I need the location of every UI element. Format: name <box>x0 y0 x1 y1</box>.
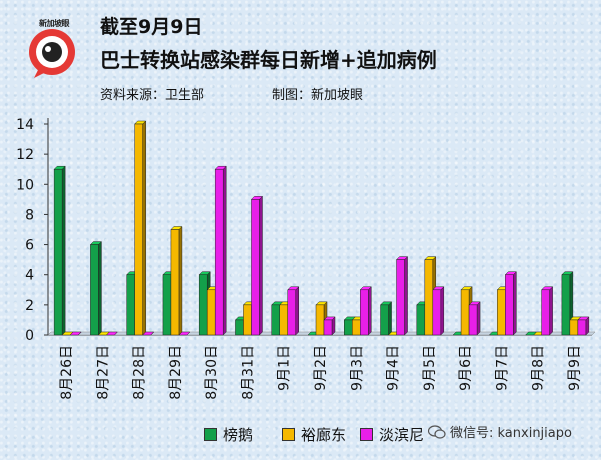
x-tick-label: 9月6日 <box>458 345 474 391</box>
x-tick-label: 9月2日 <box>313 345 329 391</box>
bar <box>432 286 445 336</box>
x-tick-label: 9月8日 <box>531 345 547 391</box>
x-tick-label: 8月31日 <box>240 345 256 400</box>
x-tick-label: 8月28日 <box>132 345 148 400</box>
bar <box>178 331 191 336</box>
bar <box>359 286 372 336</box>
bar <box>170 225 183 336</box>
legend-label-series3: 淡滨尼 <box>379 426 425 444</box>
x-tick-label: 9月5日 <box>422 345 438 391</box>
bar <box>250 195 264 336</box>
logo-text: 新加坡眼 <box>39 19 70 28</box>
legend-item-series3: 淡滨尼 <box>360 424 424 445</box>
bar <box>323 316 336 336</box>
y-tick-label: 6 <box>25 238 34 254</box>
y-tick-label: 4 <box>25 268 34 284</box>
x-tick-label: 9月9日 <box>567 345 583 391</box>
bar <box>53 165 66 336</box>
bar <box>577 316 590 336</box>
y-axis-ticks: 0 2 4 6 8 10 12 14 <box>16 117 48 344</box>
legend-item-series2: 裕廊东 <box>282 424 346 445</box>
y-tick-label: 2 <box>25 298 34 314</box>
x-tick-label: 9月3日 <box>349 345 365 391</box>
bar <box>540 286 554 336</box>
bar <box>504 271 517 336</box>
bar <box>287 286 300 336</box>
legend-label-series2: 裕廊东 <box>301 426 347 444</box>
chart-title-line1: 截至9月9日 <box>100 16 203 38</box>
brand-logo: 新加坡眼 <box>24 19 80 78</box>
bar <box>142 331 155 336</box>
x-tick-label: 8月27日 <box>95 345 111 400</box>
legend-item-series1: 榜鹅 <box>204 424 253 445</box>
wechat-id: 微信号: kanxinjiapo <box>450 426 572 441</box>
chart-bars <box>53 120 590 336</box>
wechat-icon <box>428 425 446 439</box>
legend-swatch-series2 <box>282 428 295 441</box>
data-source: 资料来源：卫生部 <box>100 88 205 103</box>
legend-label-series1: 榜鹅 <box>223 426 254 444</box>
y-tick-label: 12 <box>16 147 34 163</box>
bar <box>214 165 227 336</box>
legend-swatch-series1 <box>204 428 217 441</box>
bar <box>134 120 147 336</box>
chart-title-line2: 巴士转换站感染群每日新增+追加病例 <box>100 48 437 72</box>
x-tick-label: 8月30日 <box>204 345 220 400</box>
legend-swatch-series3 <box>360 428 373 441</box>
x-tick-label: 8月26日 <box>59 345 75 400</box>
y-tick-label: 10 <box>16 177 34 193</box>
x-axis-labels: 8月26日 8月27日 8月28日 8月29日 8月30日 8月31日 9月1日 9月2日 9月… <box>59 345 583 400</box>
bar <box>395 256 409 336</box>
y-tick-label: 8 <box>25 207 34 223</box>
y-tick-label: 0 <box>25 328 34 344</box>
x-tick-label: 8月29日 <box>168 345 184 400</box>
bar <box>89 240 103 336</box>
chart-maker: 制图：新加坡眼 <box>272 88 364 103</box>
bar <box>379 301 393 336</box>
bar <box>468 301 481 336</box>
wechat-watermark: 微信号: kanxinjiapo <box>428 422 572 441</box>
x-tick-label: 9月1日 <box>277 345 293 391</box>
y-tick-label: 14 <box>16 117 34 133</box>
x-tick-label: 9月7日 <box>494 345 510 391</box>
bar <box>105 331 119 336</box>
x-tick-label: 9月4日 <box>386 345 402 391</box>
bar <box>69 331 82 336</box>
